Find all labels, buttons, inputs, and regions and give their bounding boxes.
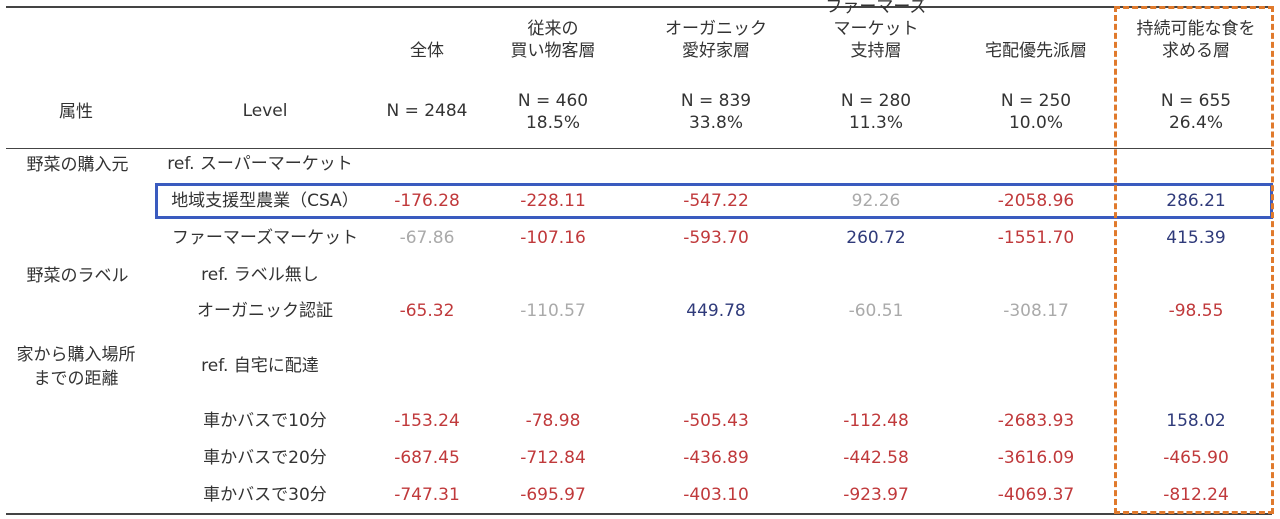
value-cell-overall: -176.28 — [394, 191, 460, 211]
attribute-vegetable-label: 野菜のラベル — [26, 266, 129, 286]
value-cell-traditional: -712.84 — [520, 448, 586, 468]
attribute-distance: 家から購入場所 までの距離 — [6, 343, 146, 391]
column-header-line: ファーマーズ — [825, 0, 927, 17]
attribute-header: 属性 — [59, 102, 93, 122]
sample-size-sustainable: N = 655 26.4% — [1121, 90, 1271, 134]
column-header-line: 求める層 — [1162, 41, 1230, 61]
level-label: 車かバスで20分 — [203, 448, 327, 468]
column-header-overall: 全体 — [352, 40, 502, 62]
column-header-line: 宅配優先派層 — [985, 41, 1087, 61]
value-cell-sustainable: 415.39 — [1166, 228, 1226, 248]
column-header-farmers-market: ファーマーズ マーケット 支持層 — [801, 0, 951, 62]
value-cell-farmers-market: 92.26 — [851, 191, 901, 211]
top-rule — [6, 6, 1272, 8]
sample-size-overall: N = 2484 — [352, 100, 502, 122]
column-header-line: 従来の — [527, 19, 579, 39]
value-cell-sustainable: 158.02 — [1166, 411, 1226, 431]
value-cell-sustainable: 286.21 — [1166, 191, 1226, 211]
value-cell-traditional: -695.97 — [520, 485, 586, 505]
value-cell-farmers-market: -112.48 — [843, 411, 909, 431]
value-cell-delivery: -308.17 — [1003, 301, 1069, 321]
value-cell-traditional: -228.11 — [520, 191, 586, 211]
sample-size-delivery: N = 250 10.0% — [961, 90, 1111, 134]
value-cell-traditional: -107.16 — [520, 228, 586, 248]
column-header-line: 支持層 — [850, 41, 902, 61]
value-cell-delivery: -3616.09 — [997, 448, 1075, 468]
header-rule — [6, 148, 1272, 149]
attribute-distance-line-1: 家から購入場所 — [16, 345, 136, 365]
value-cell-farmers-market: 260.72 — [846, 228, 906, 248]
value-cell-overall: -153.24 — [394, 411, 460, 431]
sample-size-traditional: N = 460 18.5% — [478, 90, 628, 134]
sample-share-pct: 33.8% — [688, 113, 743, 133]
column-header-organic: オーガニック 愛好家層 — [641, 18, 791, 62]
column-header-line: 買い物客層 — [510, 41, 596, 61]
value-cell-organic: -403.10 — [683, 485, 749, 505]
csa-row-highlight — [155, 183, 1273, 219]
sample-share-pct: 11.3% — [848, 113, 903, 133]
value-cell-farmers-market: -923.97 — [843, 485, 909, 505]
value-cell-organic: -593.70 — [683, 228, 749, 248]
column-header-sustainable: 持続可能な食を 求める層 — [1121, 18, 1271, 62]
value-cell-organic: -436.89 — [683, 448, 749, 468]
value-cell-organic: -547.22 — [683, 191, 749, 211]
sample-size-n: N = 655 — [1160, 91, 1232, 111]
level-label: 車かバスで10分 — [203, 411, 327, 431]
value-cell-sustainable: -465.90 — [1163, 448, 1229, 468]
sample-size-n: N = 250 — [1000, 91, 1072, 111]
sample-size-organic: N = 839 33.8% — [641, 90, 791, 134]
sample-size-n: N = 2484 — [386, 101, 468, 121]
value-cell-organic: -505.43 — [683, 411, 749, 431]
value-cell-delivery: -2058.96 — [997, 191, 1075, 211]
sample-share-pct: 26.4% — [1168, 113, 1223, 133]
sample-size-n: N = 280 — [840, 91, 912, 111]
level-label: オーガニック認証 — [197, 301, 333, 321]
bottom-rule — [6, 513, 1272, 515]
reference-level-label: ref. ラベル無し — [201, 265, 319, 285]
level-label: 車かバスで30分 — [203, 485, 327, 505]
attribute-distance-line-2: までの距離 — [33, 369, 119, 389]
column-header-line: 全体 — [410, 41, 444, 61]
column-header-line: 愛好家層 — [682, 41, 750, 61]
value-cell-farmers-market: -442.58 — [843, 448, 909, 468]
value-cell-delivery: -2683.93 — [997, 411, 1075, 431]
reference-level-label: ref. 自宅に配達 — [201, 356, 319, 376]
column-header-traditional: 従来の 買い物客層 — [478, 18, 628, 62]
value-cell-delivery: -4069.37 — [997, 485, 1075, 505]
value-cell-traditional: -110.57 — [520, 301, 586, 321]
level-label: ファーマーズマーケット — [171, 228, 359, 248]
column-header-line: 持続可能な食を — [1136, 19, 1256, 39]
sample-size-n: N = 839 — [680, 91, 752, 111]
sample-size-n: N = 460 — [517, 91, 589, 111]
column-header-delivery: 宅配優先派層 — [961, 40, 1111, 62]
value-cell-overall: -67.86 — [399, 228, 455, 248]
sample-size-farmers-market: N = 280 11.3% — [801, 90, 951, 134]
value-cell-organic: 449.78 — [686, 301, 746, 321]
level-header: Level — [242, 101, 288, 121]
sustainable-column-highlight — [1114, 6, 1274, 514]
value-cell-overall: -687.45 — [394, 448, 460, 468]
value-cell-sustainable: -98.55 — [1168, 301, 1224, 321]
column-header-line: マーケット — [833, 19, 919, 39]
column-header-line: オーガニック — [665, 19, 767, 39]
value-cell-overall: -747.31 — [394, 485, 460, 505]
sample-share-pct: 18.5% — [525, 113, 580, 133]
value-cell-farmers-market: -60.51 — [848, 301, 904, 321]
value-cell-sustainable: -812.24 — [1163, 485, 1229, 505]
reference-level-label: ref. スーパーマーケット — [167, 154, 353, 174]
value-cell-traditional: -78.98 — [525, 411, 581, 431]
attribute-vegetable-source: 野菜の購入元 — [26, 155, 129, 175]
level-label: 地域支援型農業（CSA） — [171, 191, 359, 211]
value-cell-delivery: -1551.70 — [997, 228, 1075, 248]
value-cell-overall: -65.32 — [399, 301, 455, 321]
sample-share-pct: 10.0% — [1008, 113, 1063, 133]
